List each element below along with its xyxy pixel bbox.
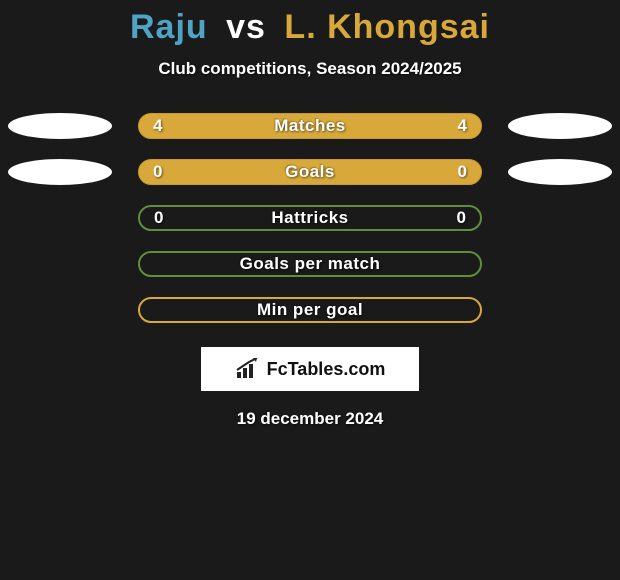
date-text: 19 december 2024 xyxy=(237,409,384,429)
stat-label: Goals per match xyxy=(240,254,381,274)
stat-row-min-per-goal: Min per goal xyxy=(0,297,620,323)
stat-row-goals: 0 Goals 0 xyxy=(0,159,620,185)
stat-label: Goals xyxy=(285,162,335,182)
ellipse-left xyxy=(8,159,112,185)
player2-name: L. Khongsai xyxy=(284,8,490,46)
stat-row-matches: 4 Matches 4 xyxy=(0,113,620,139)
stat-pill: 4 Matches 4 xyxy=(138,113,482,139)
title-line: Raju vs L. Khongsai xyxy=(130,8,490,47)
ellipse-right xyxy=(508,113,612,139)
stat-value-left: 0 xyxy=(153,162,162,182)
player1-name: Raju xyxy=(130,8,208,46)
stat-label: Matches xyxy=(274,116,346,136)
logo-inner: FcTables.com xyxy=(235,358,386,380)
stat-value-right: 0 xyxy=(458,162,467,182)
logo-text: FcTables.com xyxy=(267,359,386,380)
logo-box: FcTables.com xyxy=(201,347,419,391)
stat-row-goals-per-match: Goals per match xyxy=(0,251,620,277)
stat-label: Min per goal xyxy=(257,300,363,320)
vs-text: vs xyxy=(226,8,266,46)
stat-row-hattricks: 0 Hattricks 0 xyxy=(0,205,620,231)
stat-label: Hattricks xyxy=(271,208,348,228)
chart-icon xyxy=(235,358,261,380)
comparison-card: Raju vs L. Khongsai Club competitions, S… xyxy=(0,0,620,429)
stat-pill: 0 Hattricks 0 xyxy=(138,205,482,231)
stat-value-left: 0 xyxy=(154,208,163,228)
stat-pill: Min per goal xyxy=(138,297,482,323)
stat-pill: 0 Goals 0 xyxy=(138,159,482,185)
stat-pill: Goals per match xyxy=(138,251,482,277)
subtitle: Club competitions, Season 2024/2025 xyxy=(158,59,461,79)
ellipse-right xyxy=(508,159,612,185)
stat-value-left: 4 xyxy=(153,116,162,136)
stat-value-right: 4 xyxy=(458,116,467,136)
ellipse-left xyxy=(8,113,112,139)
stat-value-right: 0 xyxy=(457,208,466,228)
